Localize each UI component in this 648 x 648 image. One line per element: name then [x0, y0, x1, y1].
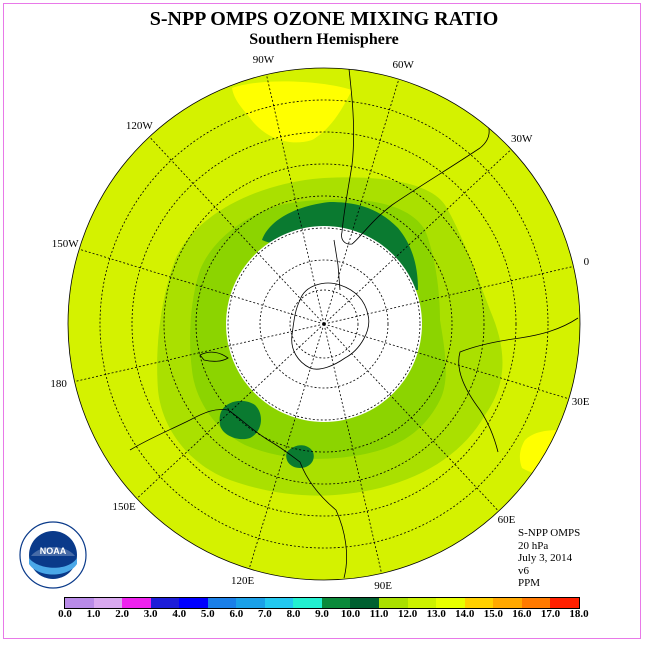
colorbar-tick-label: 13.0 — [426, 608, 446, 620]
meridian-line — [323, 323, 382, 574]
latitude-circle — [259, 259, 389, 389]
colorbar-swatch — [264, 598, 294, 608]
colorbar-tick-label: 5.0 — [200, 608, 215, 620]
latitude-circle — [195, 195, 453, 453]
colorbar — [64, 597, 580, 609]
lon-90w-label: 90W — [252, 53, 275, 66]
metadata-panel: S-NPP OMPS 20 hPa July 3, 2014 v6 PPM — [518, 527, 580, 590]
colorbar-tick-label: 9.0 — [315, 608, 329, 620]
noaa-logo-icon: NOAA — [19, 521, 87, 589]
colorbar-swatch — [493, 598, 522, 608]
colorbar-tick-label: 2.0 — [115, 608, 129, 620]
colorbar-swatch — [350, 598, 380, 608]
latitude-circle — [131, 131, 517, 517]
colorbar-swatch — [207, 598, 237, 608]
colorbar-swatch — [236, 598, 265, 608]
colorbar-swatch — [436, 598, 465, 608]
meridian-line — [323, 266, 574, 325]
colorbar-tick-label: 12.0 — [398, 608, 418, 620]
colorbar-swatch — [464, 598, 494, 608]
colorbar-tick-label: 18.0 — [569, 608, 589, 620]
dark-green-patch-left — [219, 400, 262, 440]
colorbar-swatch — [521, 598, 551, 608]
colorbar-tick-label: 16.0 — [512, 608, 532, 620]
meridian-line — [79, 248, 325, 325]
lon-90e-label: 90E — [374, 580, 392, 593]
lon-120e-label: 120E — [231, 575, 255, 588]
colorbar-swatch — [122, 598, 151, 608]
colorbar-tick-label: 10.0 — [340, 608, 361, 620]
colorbar-tick-label: 0.0 — [58, 608, 72, 620]
colorbar-tick-label: 4.0 — [172, 608, 187, 620]
colorbar-tick-label: 3.0 — [143, 608, 158, 620]
map-title: S-NPP OMPS OZONE MIXING RATIO — [149, 8, 499, 30]
latitude-circle — [289, 289, 359, 359]
meridian-line — [323, 149, 512, 325]
units-text: PPM — [518, 577, 541, 589]
map-subtitle: Southern Hemisphere — [249, 31, 399, 48]
dark-green-patch-top — [262, 202, 418, 290]
colorbar-swatch — [550, 598, 579, 608]
colorbar-swatch — [379, 598, 408, 608]
colorbar-swatch — [179, 598, 208, 608]
lon-150e-label: 150E — [112, 501, 136, 514]
colorbar-swatch — [407, 598, 437, 608]
date-text: July 3, 2014 — [518, 552, 573, 564]
colorbar-tick-label: 11.0 — [369, 608, 389, 620]
lon-150w-label: 150W — [51, 238, 79, 251]
colorbar-tick-label: 14.0 — [455, 608, 475, 620]
figure-frame — [3, 3, 641, 639]
colorbar-swatch — [321, 598, 351, 608]
lon-120w-label: 120W — [125, 119, 153, 132]
colorbar-tick-label: 8.0 — [286, 608, 301, 620]
lon-60w-label: 60W — [392, 58, 414, 71]
map-boundary — [67, 67, 581, 581]
colorbar-tick-label: 7.0 — [258, 608, 272, 620]
version-text: v6 — [518, 564, 529, 577]
latitude-circle — [99, 99, 549, 549]
latitude-circle — [163, 163, 485, 485]
instrument-text: S-NPP OMPS — [518, 527, 581, 539]
colorbar-swatch — [65, 598, 94, 608]
colorbar-swatch — [150, 598, 180, 608]
colorbar-swatch — [293, 598, 322, 608]
colorbar-swatch — [93, 598, 123, 608]
colorbar-tick-label: 17.0 — [540, 608, 561, 620]
colorbar-tick-label: 6.0 — [229, 608, 244, 620]
lon-0-label: 0 — [583, 256, 590, 269]
lon-60e-label: 60E — [497, 514, 516, 527]
colorbar-tick-label: 15.0 — [483, 608, 503, 620]
lon-180-label: 180 — [50, 377, 67, 390]
meridian-line — [248, 323, 325, 569]
meridian-line — [149, 136, 325, 325]
lon-30w-label: 30W — [510, 132, 533, 145]
colorbar-tick-label: 1.0 — [86, 608, 101, 620]
latitude-circle — [227, 227, 421, 421]
pressure-text: 20 hPa — [518, 539, 549, 552]
map-field — [68, 68, 580, 580]
dark-green-patch-bottom — [286, 445, 314, 468]
noaa-logo-text: NOAA — [40, 546, 67, 556]
lon-30e-label: 30E — [571, 395, 590, 408]
yellow-patch-top — [232, 81, 352, 143]
